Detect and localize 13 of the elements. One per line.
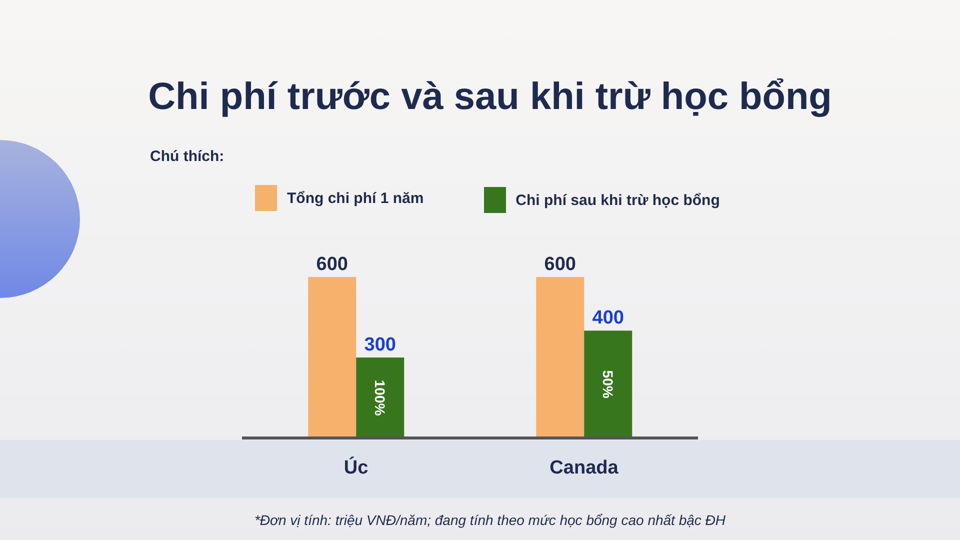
text: *Đơn vị tính: triệu VNĐ/năm; đang tính theo mức học bổng cao nhất bậc ĐH [253,512,727,528]
data-label: 600 [544,254,576,275]
legend-label: Chi phí sau khi trừ học bổng [516,192,720,208]
data-label: 600 [316,254,348,275]
x-tick-label: Úc [344,456,369,478]
legend-title: Chú thích: [150,148,226,165]
x-tick-label: Canada [550,457,619,478]
legend-label: Tổng chi phí 1 năm [287,190,424,206]
annotation: 50% [600,370,616,399]
data-label: 300 [364,334,396,356]
chart-title: Chi phí trước và sau khi trừ học bổng [147,76,833,119]
data-label: 400 [592,308,624,329]
annotation: 100% [372,380,388,416]
